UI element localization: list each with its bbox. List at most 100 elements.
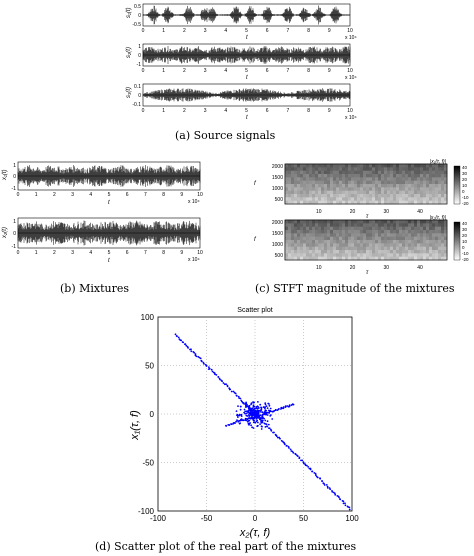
- scatter-point: [245, 405, 248, 408]
- spectrogram-cell: [372, 187, 376, 191]
- scatter-point: [255, 420, 258, 423]
- spectrogram-cell: [399, 187, 403, 191]
- scatter-point: [269, 407, 272, 410]
- scatter-point: [255, 415, 257, 418]
- spectrogram-cell: [312, 177, 316, 181]
- spectrogram-cell: [366, 197, 370, 201]
- spectrogram-cell: [399, 194, 403, 198]
- spectrogram-cell: [432, 170, 436, 175]
- spectrogram-cell: [381, 243, 385, 247]
- spectrogram-cell: [312, 243, 316, 247]
- spectrogram-cell: [303, 220, 307, 224]
- spectrogram-cell: [390, 184, 394, 188]
- spectrogram-cell: [402, 223, 406, 227]
- spectrogram-cell: [384, 200, 388, 205]
- spectrogram-cell: [438, 236, 442, 241]
- spectrogram-cell: [414, 187, 418, 191]
- spectrogram-cell: [363, 184, 367, 188]
- scatter-point: [257, 424, 259, 427]
- spectrogram-cell: [378, 187, 382, 191]
- spectrogram-cell: [339, 190, 343, 195]
- spectrogram-cell: [423, 236, 427, 241]
- spectrogram-cell: [441, 177, 445, 181]
- spectrogram-cell: [393, 250, 397, 254]
- spectrogram-cell: [405, 226, 409, 231]
- spectrogram-cell: [420, 240, 424, 244]
- spectrogram-cell: [306, 177, 310, 181]
- spectrogram-cell: [354, 177, 358, 181]
- spectrogram-cell: [339, 226, 343, 231]
- scatter-point: [176, 335, 178, 338]
- spectrogram-cell: [423, 223, 427, 227]
- spectrogram-cell: [327, 170, 331, 175]
- scatter-point: [313, 472, 316, 474]
- spectrogram-cell: [444, 223, 448, 227]
- spectrogram-cell: [336, 174, 340, 178]
- spectrogram-cell: [420, 194, 424, 198]
- scatter-point: [311, 470, 314, 473]
- scatter-point: [250, 402, 253, 404]
- spectrogram-cell: [420, 230, 424, 234]
- spectrogram-cell: [420, 170, 424, 175]
- spectrogram-cell: [357, 230, 361, 234]
- spectrogram-cell: [420, 197, 424, 201]
- spectrogram-cell: [444, 233, 448, 237]
- waveform-s2: [142, 46, 351, 64]
- spectrogram-cell: [438, 226, 442, 231]
- spectrogram-cell: [390, 236, 394, 241]
- scatter-point: [264, 419, 267, 422]
- spectrogram-cell: [306, 256, 310, 261]
- stft-title-x1: |x₁(τ, f)|: [430, 159, 446, 165]
- spectrogram-cell: [360, 190, 364, 195]
- scatter-point: [242, 419, 245, 422]
- spectrogram-cell: [408, 220, 412, 224]
- spectrogram-cell: [309, 256, 313, 261]
- spectrogram-cell: [333, 243, 337, 247]
- spectrogram-cell: [318, 233, 322, 237]
- spectrogram-cell: [288, 220, 292, 224]
- spectrogram-cell: [333, 250, 337, 254]
- spectrogram-cell: [375, 174, 379, 178]
- spectrogram-cell: [396, 253, 400, 257]
- spectrogram-cell: [399, 177, 403, 181]
- spectrogram-cell: [363, 226, 367, 231]
- spectrogram-cell: [426, 223, 430, 227]
- spectrogram-cell: [345, 177, 349, 181]
- spectrogram-cell: [312, 230, 316, 234]
- spectrogram-cell: [384, 174, 388, 178]
- source-signals-plot: s₁(t) 0.5 0 -0.5 0 1 2 3 4 5 6 7 8 9 10 t x 10⁴ s₂…: [126, 3, 357, 121]
- spectrogram-cell: [369, 223, 373, 227]
- ytick-x2: 0: [13, 231, 16, 237]
- spectrogram-cell: [333, 164, 337, 168]
- scatter-point: [252, 405, 255, 408]
- spectrogram-cell: [384, 184, 388, 188]
- spectrogram-cell: [405, 236, 409, 241]
- spectrogram-cell: [354, 253, 358, 257]
- spectrogram-cell: [360, 167, 364, 171]
- spectrogram-cell: [402, 243, 406, 247]
- spectrogram-cell: [444, 236, 448, 241]
- scatter-point: [264, 407, 266, 410]
- spectrogram-cell: [387, 230, 391, 234]
- spectrogram-cell: [315, 236, 319, 241]
- panel-source-signals: s₁(t) 0.5 0 -0.5 0 1 2 3 4 5 6 7 8 9 10 t x 10⁴ s₂…: [125, 0, 365, 145]
- spectrogram-cell: [345, 180, 349, 185]
- spectrogram-cell: [339, 197, 343, 201]
- spectrogram-cell: [300, 253, 304, 257]
- scatter-point: [275, 435, 278, 438]
- spectrogram-cell: [309, 233, 313, 237]
- x-tick-label: 0: [142, 28, 145, 34]
- spectrogram-cell: [360, 180, 364, 185]
- spectrogram-cell: [288, 177, 292, 181]
- spectrogram-cell: [363, 246, 367, 251]
- spectrogram-cell: [435, 253, 439, 257]
- spectrogram-cell: [417, 200, 421, 205]
- spectrogram-cell: [330, 200, 334, 205]
- spectrogram-cell: [423, 184, 427, 188]
- spectrogram-cell: [336, 177, 340, 181]
- spectrogram-cell: [432, 200, 436, 205]
- spectrogram-cell: [360, 184, 364, 188]
- spectrogram-cell: [399, 197, 403, 201]
- spectrogram-cell: [381, 233, 385, 237]
